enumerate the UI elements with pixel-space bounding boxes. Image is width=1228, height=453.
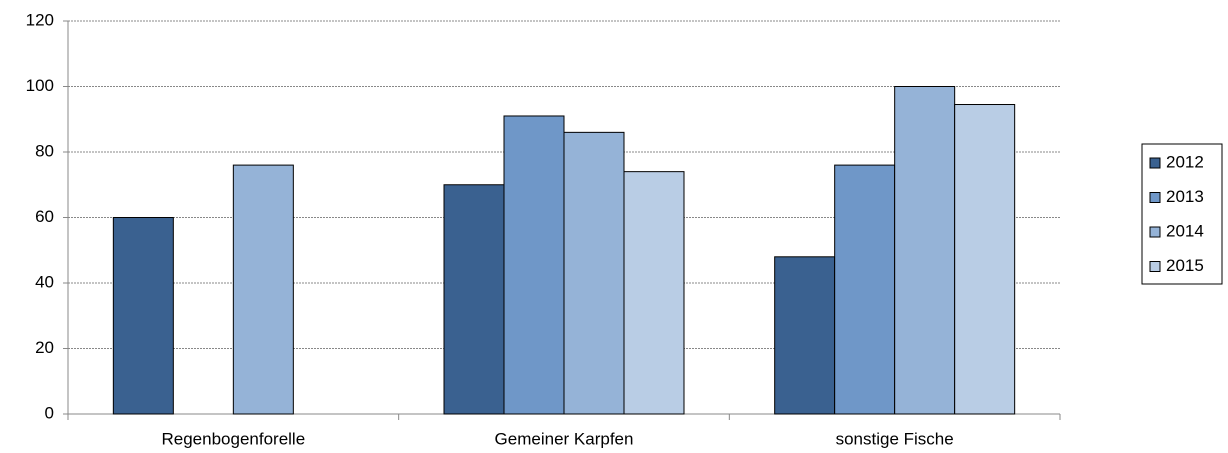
legend-swatch: [1149, 192, 1161, 203]
y-tick-label: 0: [45, 403, 54, 422]
x-tick-label: Gemeiner Karpfen: [495, 429, 634, 448]
legend-box: [1141, 143, 1223, 285]
y-tick-label: 40: [35, 272, 54, 291]
bar: [774, 256, 836, 415]
bar: [623, 171, 685, 415]
legend-swatch: [1149, 157, 1161, 169]
legend-swatch: [1149, 226, 1161, 238]
legend-label: 2014: [1166, 221, 1204, 240]
legend-label: 2015: [1166, 256, 1204, 275]
x-tick-label: sonstige Fische: [836, 429, 954, 448]
bar: [834, 164, 896, 415]
bar: [954, 104, 1016, 415]
legend-label: 2013: [1166, 187, 1204, 206]
y-tick-label: 100: [26, 76, 54, 95]
y-tick-label: 80: [35, 141, 54, 160]
bar: [894, 86, 956, 415]
y-tick-label: 60: [35, 207, 54, 226]
bar: [503, 115, 565, 415]
y-tick-label: 20: [35, 338, 54, 357]
bar: [232, 164, 294, 415]
y-tick-label: 120: [26, 10, 54, 29]
legend-swatch: [1149, 261, 1161, 272]
legend-label: 2012: [1166, 152, 1204, 171]
x-tick-label: Regenbogenforelle: [161, 429, 305, 448]
bar: [112, 217, 174, 415]
bar: [443, 184, 505, 415]
bar: [563, 131, 625, 415]
